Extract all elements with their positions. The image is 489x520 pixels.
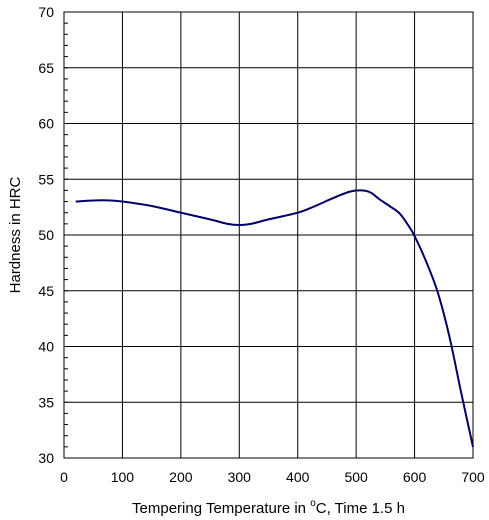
- x-tick-label: 300: [228, 469, 252, 485]
- x-axis-label: Tempering Temperature in oC, Time 1.5 h: [132, 498, 405, 517]
- y-tick-label: 40: [38, 339, 54, 355]
- x-tick-label: 200: [169, 469, 193, 485]
- plot-area: [63, 11, 474, 459]
- y-tick-label: 30: [38, 450, 54, 466]
- x-tick-label: 100: [111, 469, 135, 485]
- grid-lines: [63, 11, 474, 459]
- y-tick-label: 55: [38, 171, 54, 187]
- x-tick-label: 500: [344, 469, 368, 485]
- y-tick-label: 50: [38, 227, 54, 243]
- x-axis-label-suffix: C, Time 1.5 h: [316, 500, 405, 517]
- x-tick-label: 400: [286, 469, 310, 485]
- x-axis-ticks: 0 100 200 300 400 500 600 700: [60, 469, 485, 485]
- y-tick-label: 70: [38, 4, 54, 20]
- y-axis-label: Hardness in HRC: [7, 176, 24, 293]
- x-tick-label: 600: [403, 469, 427, 485]
- y-tick-label: 60: [38, 116, 54, 132]
- y-axis-ticks: 30 35 40 45 50 55 60 65 70: [38, 4, 54, 466]
- y-tick-label: 65: [38, 60, 54, 76]
- y-tick-label: 35: [38, 394, 54, 410]
- series-line: [75, 189, 474, 448]
- x-axis-label-prefix: Tempering Temperature in: [132, 500, 310, 517]
- y-tick-label: 45: [38, 283, 54, 299]
- x-tick-label: 0: [60, 469, 68, 485]
- x-tick-label: 700: [461, 469, 485, 485]
- y-minor-ticks: [64, 11, 68, 459]
- x-axis-label-degree: o: [310, 498, 316, 509]
